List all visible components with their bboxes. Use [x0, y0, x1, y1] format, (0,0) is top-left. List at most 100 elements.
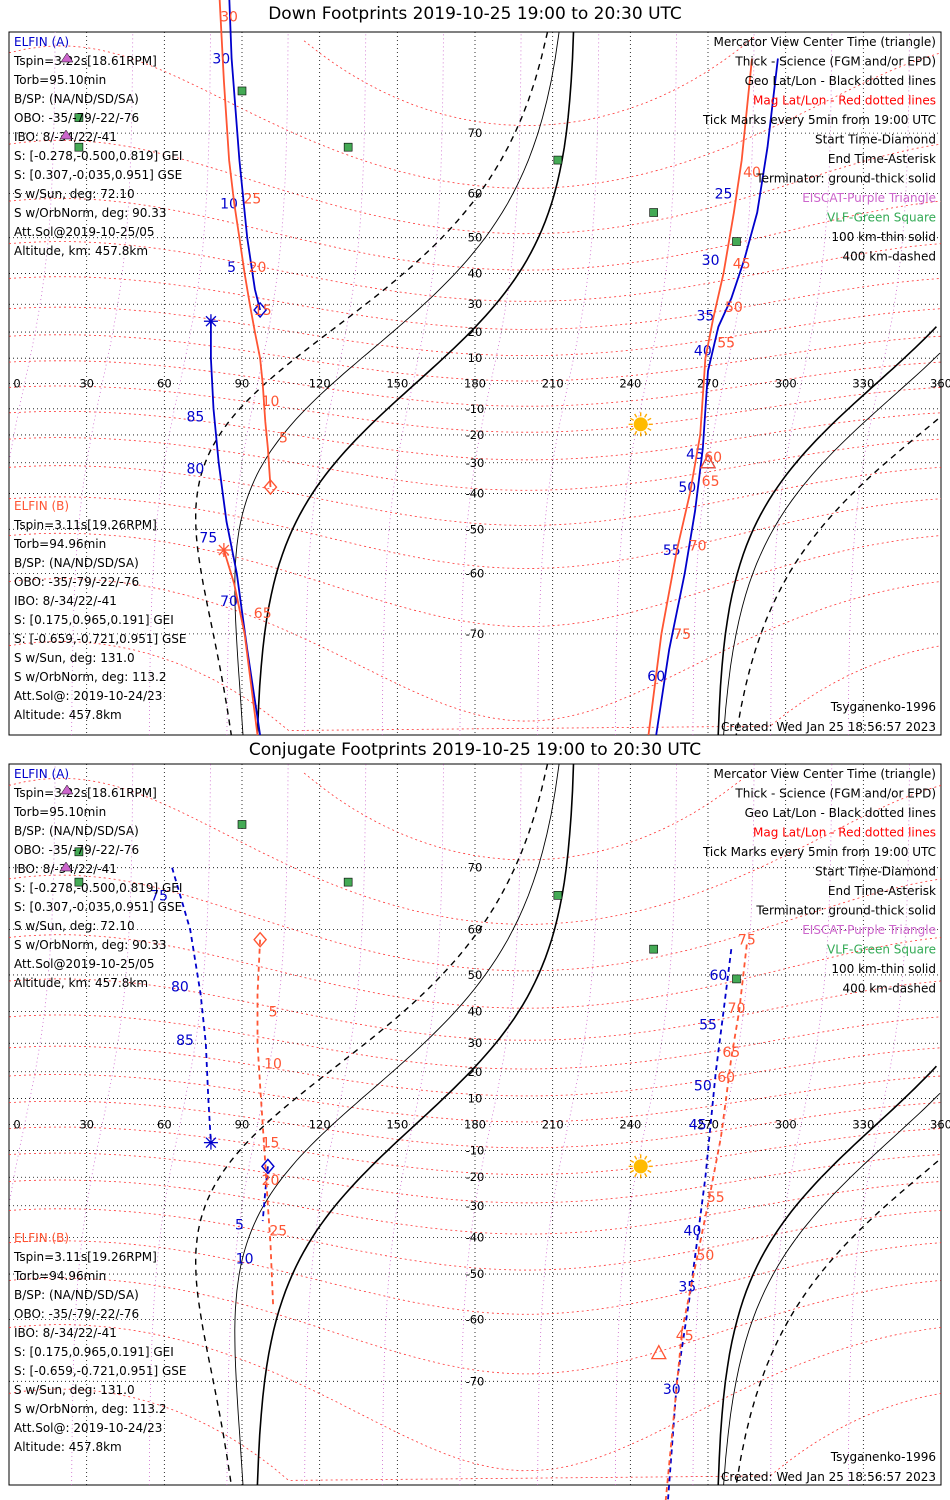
elfin-info-line: S: [0.307,-0.035,0.951] GSE — [14, 168, 182, 182]
tick-time-label: 30 — [663, 1382, 681, 1398]
mag-lon-line — [847, 31, 910, 736]
elfin-info-line: S: [-0.659,-0.721,0.951] GSE — [14, 1364, 187, 1378]
legend-entry: Thick - Science (FGM and/or EPD) — [734, 787, 936, 801]
elfin-info-line: S w/Sun, deg: 131.0 — [14, 651, 135, 665]
legend-entry: Tick Marks every 5min from 19:00 UTC — [702, 845, 936, 859]
tick-time-label: 55 — [699, 1018, 717, 1034]
tick-time-label: 40 — [694, 343, 712, 359]
elfin-info-line: Altitude: 457.8km — [14, 708, 122, 722]
sun-ray — [644, 413, 648, 418]
legend-entry: End Time-Asterisk — [828, 884, 936, 898]
sun-ray — [634, 1172, 638, 1178]
terminator-400km — [735, 418, 939, 736]
mag-lon-line — [226, 31, 289, 736]
series-elfin-b-: 5 10 15 20 25 75 70 65 60 55 50 45 — [253, 931, 756, 1500]
mag-lon-line — [9, 763, 56, 1200]
center-time-triangle — [650, 1344, 667, 1360]
tick-time-label: 55 — [707, 1190, 725, 1206]
x-tick-label: 0 — [13, 1118, 20, 1132]
x-tick-label: 120 — [309, 1118, 331, 1132]
mag-lon-line — [614, 763, 677, 1486]
elfin-info-line: S w/OrbNorm, deg: 113.2 — [14, 1402, 166, 1416]
vlf-site-marker — [649, 944, 658, 954]
start-diamond-marker — [253, 301, 268, 319]
footprint-track — [223, 549, 259, 736]
panel-title-conjugate: Conjugate Footprints 2019-10-25 19:00 to… — [248, 740, 702, 760]
x-tick-label: 30 — [79, 377, 94, 391]
terminator-100km — [723, 1092, 941, 1486]
sun-ray — [647, 427, 652, 431]
elfin-info-line: IBO: 8/-34/22/-41 — [14, 594, 117, 608]
tick-time-label: 15 — [254, 303, 272, 319]
tick-time-label: 25 — [715, 186, 733, 202]
elfin-info-line: B/SP: (NA/ND/SD/SA) — [14, 1288, 139, 1302]
elfin-info-line: B/SP: (NA/ND/SD/SA) — [14, 824, 139, 838]
sun-ray — [647, 1159, 652, 1163]
sun-disc — [633, 417, 648, 432]
tick-time-label: 35 — [678, 1280, 696, 1296]
elfin-info-line: B/SP: (NA/ND/SD/SA) — [14, 92, 139, 106]
mag-lat-line — [8, 139, 942, 235]
tick-time-label: 70 — [220, 594, 238, 610]
x-tick-label: 240 — [619, 377, 641, 391]
elfin-a-info: ELFIN (A) Tspin=3.22s[18.61RPM] Torb=95.10… — [13, 767, 182, 990]
eiscat-triangle-marker — [60, 784, 74, 795]
tick-time-label: 75 — [738, 933, 756, 949]
sun-ray — [634, 430, 638, 436]
x-tick-label: 120 — [309, 377, 331, 391]
model-name: Tsyganenko-1996 — [830, 700, 936, 714]
tick-time-label: 65 — [254, 606, 272, 622]
y-tick-label: -40 — [466, 487, 485, 501]
mag-lon-line — [614, 31, 677, 736]
mag-lon-line — [381, 763, 444, 1486]
terminator-100km — [723, 352, 941, 736]
terminator-400km — [735, 1160, 939, 1486]
y-tick-label: 50 — [468, 231, 483, 245]
tick-time-label: 20 — [262, 1173, 280, 1189]
elfin-info-line: Torb=94.96min — [13, 1269, 106, 1283]
tick-time-label: 5 — [227, 260, 236, 276]
legend: Mercator View Center Time (triangle) Thic… — [702, 35, 936, 264]
elfin-info-line: Tspin=3.11s[19.26RPM] — [13, 1250, 157, 1264]
vlf-site-marker — [237, 86, 247, 96]
mag-lat-line — [8, 1152, 942, 1204]
legend-entry: Geo Lat/Lon - Black dotted lines — [745, 74, 936, 88]
y-tick-label: 50 — [468, 968, 483, 982]
footprint-track — [655, 58, 779, 736]
mag-lat-line — [8, 777, 942, 925]
elfin-info-line: Att.Sol@2019-10-25/05 — [14, 957, 155, 971]
tick-time-label: 50 — [694, 1078, 712, 1094]
legend-entry: 400 km-dashed — [842, 250, 936, 264]
mag-lon-line — [692, 31, 755, 736]
elfin-info-line: S w/OrbNorm, deg: 90.33 — [14, 938, 166, 952]
tick-time-label: 85 — [186, 410, 204, 426]
vlf-site-marker — [74, 847, 84, 857]
sun-ray — [644, 1172, 648, 1178]
tick-time-label: 5 — [279, 431, 288, 447]
tick-time-label: 35 — [696, 309, 714, 325]
legend-entry: Mag Lat/Lon - Red dotted lines — [753, 826, 936, 840]
sun-icon — [628, 1154, 653, 1179]
tick-time-label: 70 — [728, 1001, 746, 1017]
tick-time-label: 60 — [709, 968, 727, 984]
tick-time-label: 5 — [235, 1217, 244, 1233]
elfin-info-line: S: [0.307,-0.035,0.951] GSE — [14, 900, 182, 914]
legend-entry: Mercator View Center Time (triangle) — [714, 35, 936, 49]
vlf-site-marker — [74, 142, 84, 152]
asterisk-stroke — [205, 1137, 217, 1149]
mag-lon-line — [71, 31, 134, 736]
tick-time-label: 85 — [176, 1033, 194, 1049]
elfin-info-line: OBO: -35/-79/-22/-76 — [14, 1307, 139, 1321]
tick-time-label: 25 — [269, 1224, 287, 1240]
sun-ray — [634, 413, 638, 418]
legend-entry: Start Time-Diamond — [815, 865, 936, 879]
x-tick-label: 360 — [930, 1118, 950, 1132]
series-elfin-b-: 30 25 20 15 10 5 65 40 45 50 55 60 65 70 75 — [216, 0, 761, 736]
x-tick-label: 330 — [852, 1118, 874, 1132]
created-timestamp: Created: Wed Jan 25 18:56:57 2023 — [721, 720, 936, 734]
mag-lat-line — [8, 360, 942, 407]
x-tick-label: 300 — [775, 1118, 797, 1132]
legend-entry: Tick Marks every 5min from 19:00 UTC — [702, 113, 936, 127]
elfin-info-line: OBO: -35/-79/-22/-76 — [14, 575, 139, 589]
legend-entry: VLF-Green Square — [827, 211, 936, 225]
